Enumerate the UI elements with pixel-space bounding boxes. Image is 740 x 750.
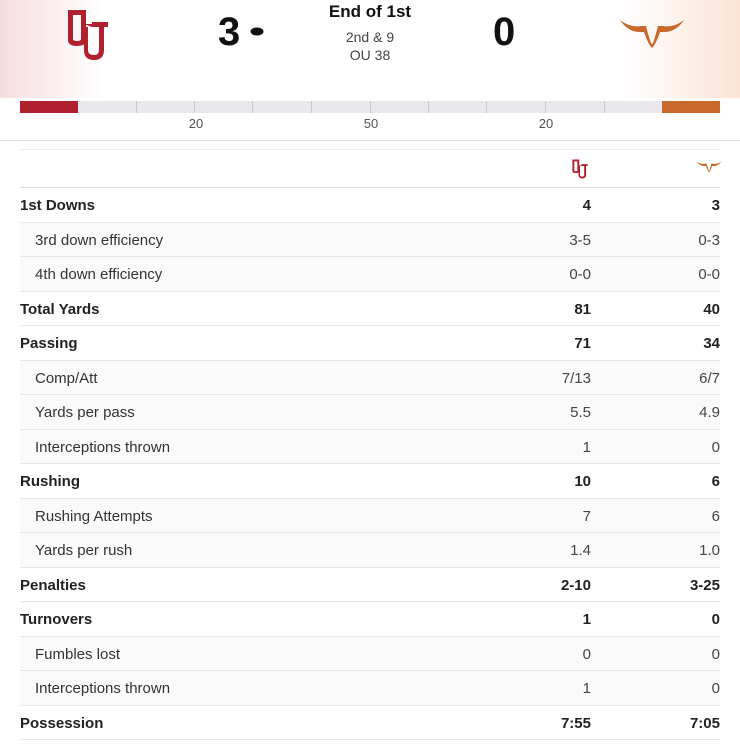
- stat-away-value: 0-0: [698, 266, 720, 283]
- yard-label-home-20: 20: [188, 116, 204, 131]
- home-endzone: [20, 101, 78, 113]
- stat-row: Penalties 2-10 3-25: [20, 568, 720, 602]
- stat-label: Yards per pass: [35, 404, 135, 421]
- stat-row: 1st Downs 4 3: [20, 188, 720, 223]
- stat-away-value: 6/7: [699, 369, 720, 387]
- stat-away-value: 6: [711, 507, 720, 525]
- stat-rows: 1st Downs 4 3 3rd down efficiency 3-5 0-…: [20, 188, 720, 740]
- stat-away-value: 0-3: [698, 231, 720, 249]
- away-score: 0: [493, 10, 516, 54]
- stat-home-value: 4: [582, 197, 591, 214]
- oklahoma-ou-logo-icon[interactable]: [64, 6, 112, 64]
- down-distance: 2nd & 9: [345, 29, 395, 45]
- stat-away-value: 40: [703, 300, 720, 318]
- stat-away-value: 3-25: [689, 576, 720, 594]
- yard-tick: [194, 101, 195, 113]
- stat-away-value: 0: [711, 438, 720, 456]
- stat-home-value: 7/13: [561, 369, 591, 387]
- football-icon: [250, 27, 264, 36]
- stat-label: Yards per rush: [35, 542, 133, 559]
- field-position-bar: [20, 101, 720, 113]
- ball-spot: OU 38: [349, 47, 391, 63]
- stat-row: Total Yards 81 40: [20, 292, 720, 326]
- stat-row: Interceptions thrown 1 0: [20, 671, 720, 706]
- stat-away-value: 7:05: [689, 714, 720, 732]
- stat-row: Rushing 10 6: [20, 464, 720, 499]
- texas-longhorn-logo-icon[interactable]: [620, 14, 684, 50]
- game-status: End of 1st 2nd & 9 OU 38: [290, 2, 450, 64]
- stat-label: Rushing Attempts: [35, 507, 153, 525]
- stat-away-value: 4.9: [699, 404, 720, 421]
- stat-row: Comp/Att 7/13 6/7: [20, 360, 720, 395]
- stat-label: Possession: [20, 714, 104, 732]
- stat-row: 3rd down efficiency 3-5 0-3: [20, 222, 720, 257]
- stat-label: Rushing: [20, 473, 80, 490]
- scoreboard-header: 3 End of 1st 2nd & 9 OU 38 0: [0, 0, 740, 98]
- stat-home-value: 5.5: [570, 404, 591, 421]
- stat-row: Yards per rush 1.4 1.0: [20, 533, 720, 568]
- stat-home-value: 1: [582, 611, 591, 628]
- yard-tick: [428, 101, 429, 113]
- stat-away-value: 34: [703, 335, 720, 352]
- stat-label: Fumbles lost: [35, 645, 121, 663]
- stat-row: Yards per pass 5.5 4.9: [20, 395, 720, 430]
- stat-row: Rushing Attempts 7 6: [20, 498, 720, 533]
- stat-label: Penalties: [20, 576, 86, 594]
- stat-label: Turnovers: [20, 611, 93, 628]
- stat-away-value: 0: [711, 645, 720, 663]
- yard-tick: [604, 101, 605, 113]
- stat-row: Interceptions thrown 1 0: [20, 429, 720, 464]
- stat-home-value: 71: [574, 335, 591, 352]
- stat-away-value: 6: [711, 473, 720, 490]
- stat-label: Interceptions thrown: [35, 680, 171, 697]
- divider: [20, 149, 720, 150]
- yard-tick: [252, 101, 253, 113]
- stat-label: 4th down efficiency: [35, 266, 163, 283]
- stat-home-value: 0-0: [569, 266, 591, 283]
- yard-label-midfield: 50: [363, 116, 379, 131]
- stat-home-value: 7: [582, 507, 591, 525]
- home-score: 3: [218, 10, 241, 54]
- stat-away-value: 0: [711, 611, 720, 628]
- texas-longhorn-logo-icon: [696, 161, 722, 173]
- stat-label: Passing: [20, 335, 78, 352]
- yard-tick: [545, 101, 546, 113]
- stat-row: 4th down efficiency 0-0 0-0: [20, 257, 720, 292]
- stat-away-value: 3: [711, 197, 720, 214]
- yard-label-away-20: 20: [538, 116, 554, 131]
- stat-home-value: 81: [574, 300, 591, 318]
- stat-label: Comp/Att: [35, 369, 98, 387]
- stat-home-value: 7:55: [560, 714, 591, 732]
- stat-home-value: 3-5: [569, 231, 591, 249]
- yard-tick: [136, 101, 137, 113]
- stat-label: 1st Downs: [20, 197, 96, 214]
- team-stats-header: [20, 150, 722, 188]
- divider: [0, 140, 740, 141]
- stat-home-value: 10: [574, 473, 591, 490]
- away-endzone: [662, 101, 720, 113]
- stat-home-value: 2-10: [560, 576, 591, 594]
- stat-row: Fumbles lost 0 0: [20, 636, 720, 671]
- stat-label: 3rd down efficiency: [35, 231, 164, 249]
- yard-tick: [370, 101, 371, 113]
- stat-away-value: 0: [711, 680, 720, 697]
- stat-label: Total Yards: [20, 300, 100, 318]
- stat-row: Turnovers 1 0: [20, 602, 720, 637]
- stat-home-value: 1.4: [570, 542, 591, 559]
- yard-tick: [486, 101, 487, 113]
- stat-row: Possession 7:55 7:05: [20, 706, 720, 740]
- stat-label: Interceptions thrown: [35, 438, 171, 456]
- stat-home-value: 0: [582, 645, 591, 663]
- stat-away-value: 1.0: [699, 542, 720, 559]
- oklahoma-ou-logo-icon: [572, 159, 588, 179]
- team-stats-table: 1st Downs 4 3 3rd down efficiency 3-5 0-…: [20, 150, 722, 740]
- yard-tick: [311, 101, 312, 113]
- stat-home-value: 1: [582, 680, 591, 697]
- game-period: End of 1st: [328, 2, 412, 21]
- stat-home-value: 1: [582, 438, 591, 456]
- stat-row: Passing 71 34: [20, 326, 720, 361]
